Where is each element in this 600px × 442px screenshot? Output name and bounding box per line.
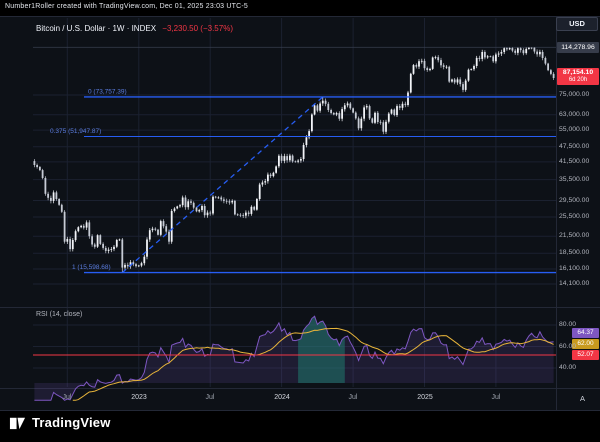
grid-lines <box>33 18 556 387</box>
fib-retracement[interactable]: 0 (73,757.39) 0.375 (51,947.87) 1 (15,598.… <box>50 88 556 274</box>
price-tick-label: 14,100.00 <box>559 280 590 287</box>
price-tick-label: 41,500.00 <box>559 158 590 165</box>
bar-countdown: 6d 20h <box>568 77 588 83</box>
fib-level-label: 0.375 (51,947.87) <box>50 128 101 135</box>
price-tick-label: 75,000.00 <box>559 91 590 98</box>
last-price-badge: 87,154.10 6d 20h <box>557 68 599 85</box>
time-tick-label: 2024 <box>274 394 290 401</box>
rsi-ma-line <box>72 327 554 401</box>
time-tick-label: 2023 <box>131 394 147 401</box>
symbol-title[interactable]: Bitcoin / U.S. Dollar · 1W · INDEX <box>36 24 157 33</box>
rsi-area-fill <box>34 316 554 401</box>
price-tick-label: 47,500.00 <box>559 143 590 150</box>
fib-level-label: 1 (15,598.68) <box>72 264 111 271</box>
candlestick-series-down <box>33 47 555 273</box>
watermark-text: Number1Roller created with TradingView.c… <box>5 3 249 10</box>
price-tick-label: 35,500.00 <box>559 176 590 183</box>
tradingview-logo[interactable]: TradingView <box>9 414 111 431</box>
rsi-indicator-label[interactable]: RSI (14, close) <box>36 311 83 318</box>
last-price: 87,154.10 <box>562 69 594 76</box>
rsi-tick-label: 80.00 <box>559 321 577 328</box>
price-tick-label: 21,500.00 <box>559 232 590 239</box>
time-tick-label: Jul <box>205 394 215 401</box>
rsi-value-badge: 64.37 <box>572 328 599 338</box>
rsi-ma-badge: 62.00 <box>572 339 599 349</box>
fib-level-label: 0 (73,757.39) <box>88 88 127 95</box>
price-tick-label: 55,000.00 <box>559 126 590 133</box>
tradingview-logo-icon <box>9 417 26 430</box>
candlestick-series-up <box>52 47 541 270</box>
chart-legend[interactable]: Bitcoin / U.S. Dollar · 1W · INDEX −3,23… <box>36 24 233 33</box>
rsi-tick-label: 40.00 <box>559 364 577 371</box>
currency-button[interactable]: USD <box>556 17 598 31</box>
rsi-tick-label: 60.00 <box>559 343 577 350</box>
rsi-level-badge: 52.07 <box>572 350 599 360</box>
rsi-line <box>34 315 554 401</box>
time-tick-label: Jul <box>348 394 358 401</box>
price-tick-label: 63,000.00 <box>559 111 590 118</box>
axis-corner-button[interactable]: A <box>579 394 585 403</box>
price-tick-label: 18,500.00 <box>559 249 590 256</box>
time-tick-label: Jul <box>62 394 72 401</box>
tradingview-logo-text: TradingView <box>32 415 111 430</box>
price-tick-label: 29,500.00 <box>559 197 590 204</box>
price-change: −3,230.50 (−3.57%) <box>162 24 233 33</box>
price-tick-label: 25,500.00 <box>559 213 590 220</box>
price-tick-label: 16,100.00 <box>559 265 590 272</box>
rsi-highlight-area <box>298 316 345 383</box>
time-tick-label: 2025 <box>417 394 433 401</box>
time-tick-label: Jul <box>491 394 501 401</box>
price-line-label: 114,278.96 <box>557 42 599 53</box>
